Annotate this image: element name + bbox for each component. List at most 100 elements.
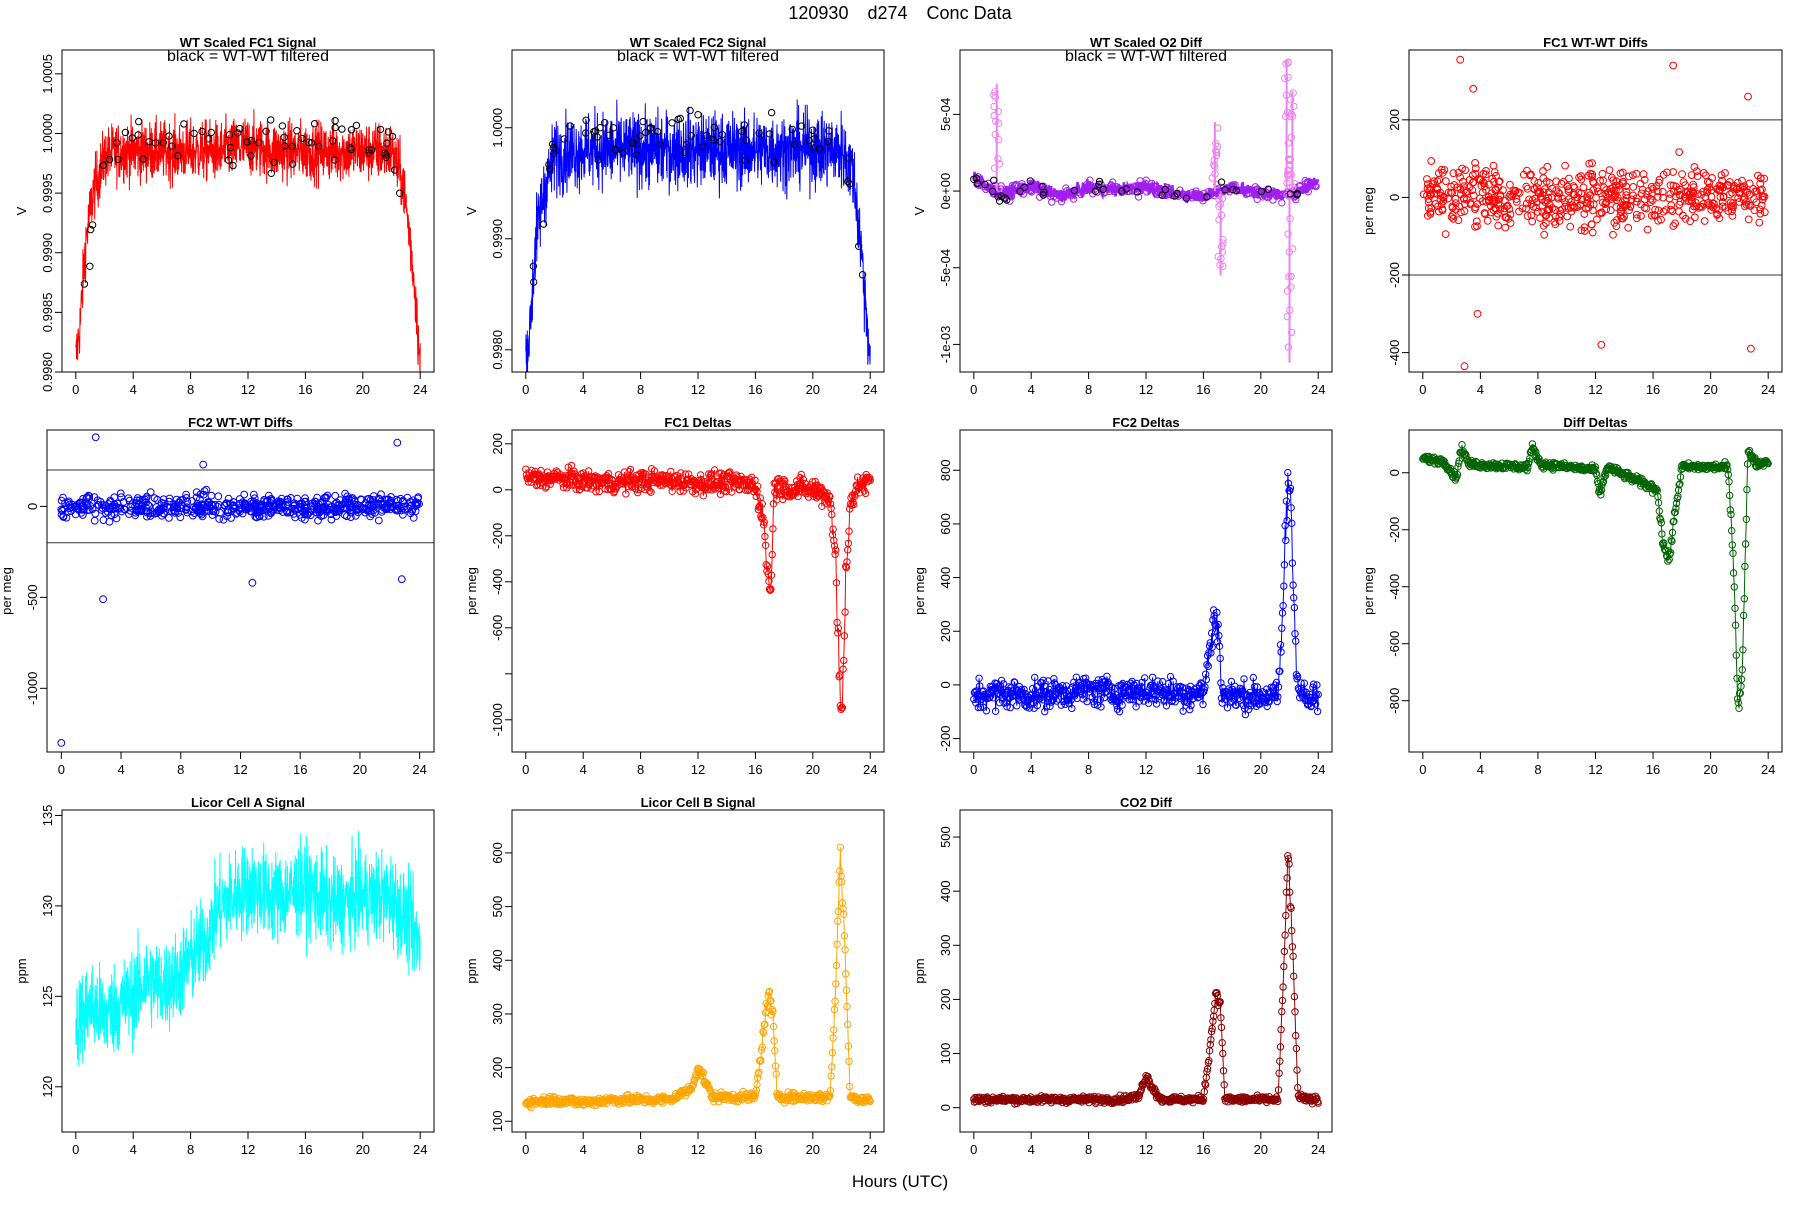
diff-point — [1756, 209, 1765, 218]
filtered-point — [550, 149, 558, 158]
excursion-point — [1212, 151, 1221, 160]
diff-point — [1705, 178, 1714, 187]
y-axis-label: V — [14, 206, 29, 215]
series-point — [592, 488, 600, 496]
series-point — [1728, 527, 1736, 535]
series-point — [1263, 702, 1271, 711]
x-tick-label: 20 — [1254, 762, 1268, 777]
x-tick-label: 16 — [1646, 382, 1660, 397]
series-point — [1280, 582, 1288, 590]
diff-point — [1153, 187, 1162, 195]
series-point — [1730, 583, 1739, 591]
series-point — [1219, 1067, 1228, 1075]
series-point — [722, 483, 730, 492]
filtered-point — [972, 174, 980, 182]
y-tick-label: 0.9995 — [40, 173, 55, 213]
diff-point — [1240, 187, 1248, 195]
series-point — [840, 632, 849, 640]
diff-point — [1716, 193, 1725, 201]
diff-point — [1593, 184, 1602, 193]
series-point — [1742, 515, 1751, 523]
series-point — [832, 961, 841, 970]
series-point — [1239, 701, 1248, 709]
series-point — [839, 905, 847, 913]
filtered-point — [639, 117, 647, 126]
diff-point — [1588, 228, 1597, 237]
diff-point — [64, 507, 72, 516]
x-tick-label: 20 — [1703, 382, 1717, 397]
series-point — [1208, 643, 1216, 651]
diff-point — [223, 506, 232, 515]
series-point — [1039, 676, 1048, 684]
y-axis-label: per meg — [1361, 187, 1376, 235]
diff-point — [345, 496, 354, 504]
extreme-point — [99, 595, 107, 604]
series-point — [1722, 462, 1731, 470]
series-point — [1274, 693, 1282, 701]
series-point — [1313, 707, 1322, 716]
diff-point — [1632, 214, 1641, 223]
series-point — [1278, 624, 1286, 632]
series-point — [1017, 685, 1026, 694]
diff-point — [1728, 212, 1737, 220]
diff-point — [1561, 202, 1569, 211]
series-point — [817, 483, 825, 491]
diff-point — [979, 182, 987, 190]
filtered-point — [1020, 183, 1029, 192]
panel-title: WT Scaled O2 Diff — [1090, 35, 1203, 50]
series-point — [837, 872, 845, 880]
series-point — [826, 1087, 835, 1095]
x-tick-label: 16 — [298, 382, 312, 397]
filtered-point — [331, 117, 339, 125]
series-point — [1207, 1027, 1216, 1036]
series-point — [1107, 683, 1116, 691]
plot-area — [522, 461, 874, 713]
filtered-point — [382, 151, 390, 159]
diff-point — [1588, 170, 1596, 179]
x-tick-label: 4 — [1028, 1142, 1035, 1157]
series-point — [1220, 1081, 1228, 1089]
excursion-point — [991, 88, 999, 96]
series-point — [753, 488, 761, 496]
series-point — [1532, 448, 1540, 456]
y-tick-label: 400 — [490, 949, 505, 971]
y-tick-label: 800 — [938, 459, 953, 481]
filtered-point — [545, 160, 553, 169]
diff-point — [1454, 216, 1463, 225]
excursion-point — [1213, 148, 1221, 157]
series-point — [1148, 673, 1157, 681]
series-point — [769, 525, 777, 533]
filtered-point — [1001, 194, 1009, 202]
diff-point — [1229, 181, 1238, 189]
filtered-point — [805, 136, 813, 145]
series-point — [1278, 1007, 1286, 1016]
diff-point — [1423, 191, 1431, 200]
series-point — [1206, 1040, 1215, 1049]
diff-point — [1616, 207, 1625, 216]
y-tick-label: 0 — [938, 1104, 953, 1111]
diff-point — [1618, 214, 1627, 223]
series-point — [1652, 484, 1660, 493]
filtered-point — [247, 152, 255, 160]
diff-point — [1196, 191, 1205, 199]
x-tick-label: 12 — [691, 762, 705, 777]
diff-point — [1716, 185, 1724, 194]
filtered-point — [267, 169, 275, 178]
filtered-point — [530, 278, 538, 286]
series-point — [759, 1029, 768, 1037]
series-point — [645, 478, 653, 486]
x-tick-label: 16 — [1196, 382, 1210, 397]
diff-point — [1539, 221, 1548, 230]
series-point — [1070, 692, 1079, 700]
diff-point — [1469, 191, 1478, 200]
series-point — [809, 492, 817, 500]
series-point — [1088, 683, 1096, 691]
diff-point — [1647, 211, 1656, 220]
diff-point — [1502, 213, 1511, 222]
diff-point — [1457, 208, 1465, 217]
series-point — [828, 510, 836, 519]
excursion-point — [990, 102, 998, 111]
diff-point — [1604, 189, 1613, 198]
diff-point — [1552, 186, 1561, 195]
series-point — [834, 917, 842, 925]
